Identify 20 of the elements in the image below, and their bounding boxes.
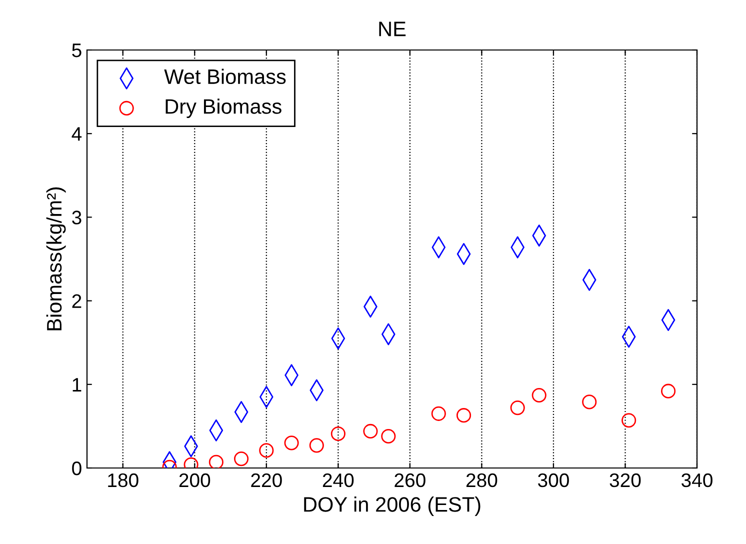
legend-label: Wet Biomass	[164, 68, 286, 84]
x-tick-label: 200	[179, 473, 210, 488]
chart-title: NE	[379, 22, 406, 36]
x-tick-label: 280	[466, 473, 498, 488]
x-tick-label: 320	[610, 473, 641, 488]
x-axis-title: DOY in 2006 (EST)	[304, 496, 480, 516]
x-tick-label: 220	[251, 473, 282, 488]
y-axis-title: Biomass(kg/m²)	[46, 187, 66, 330]
x-tick-label: 180	[108, 473, 138, 488]
x-tick-label: 260	[394, 473, 426, 488]
x-tick-label: 340	[682, 473, 712, 488]
y-tick-label: 0	[72, 461, 82, 476]
legend-label: Dry Biomass	[166, 98, 282, 118]
y-tick-label: 5	[72, 44, 82, 58]
x-tick-label: 300	[538, 473, 569, 488]
x-tick-label: 240	[322, 473, 354, 488]
y-tick-label: 2	[72, 294, 82, 308]
y-tick-label: 3	[72, 210, 82, 224]
y-tick-label: 1	[72, 378, 82, 392]
y-tick-label: 4	[72, 127, 82, 141]
